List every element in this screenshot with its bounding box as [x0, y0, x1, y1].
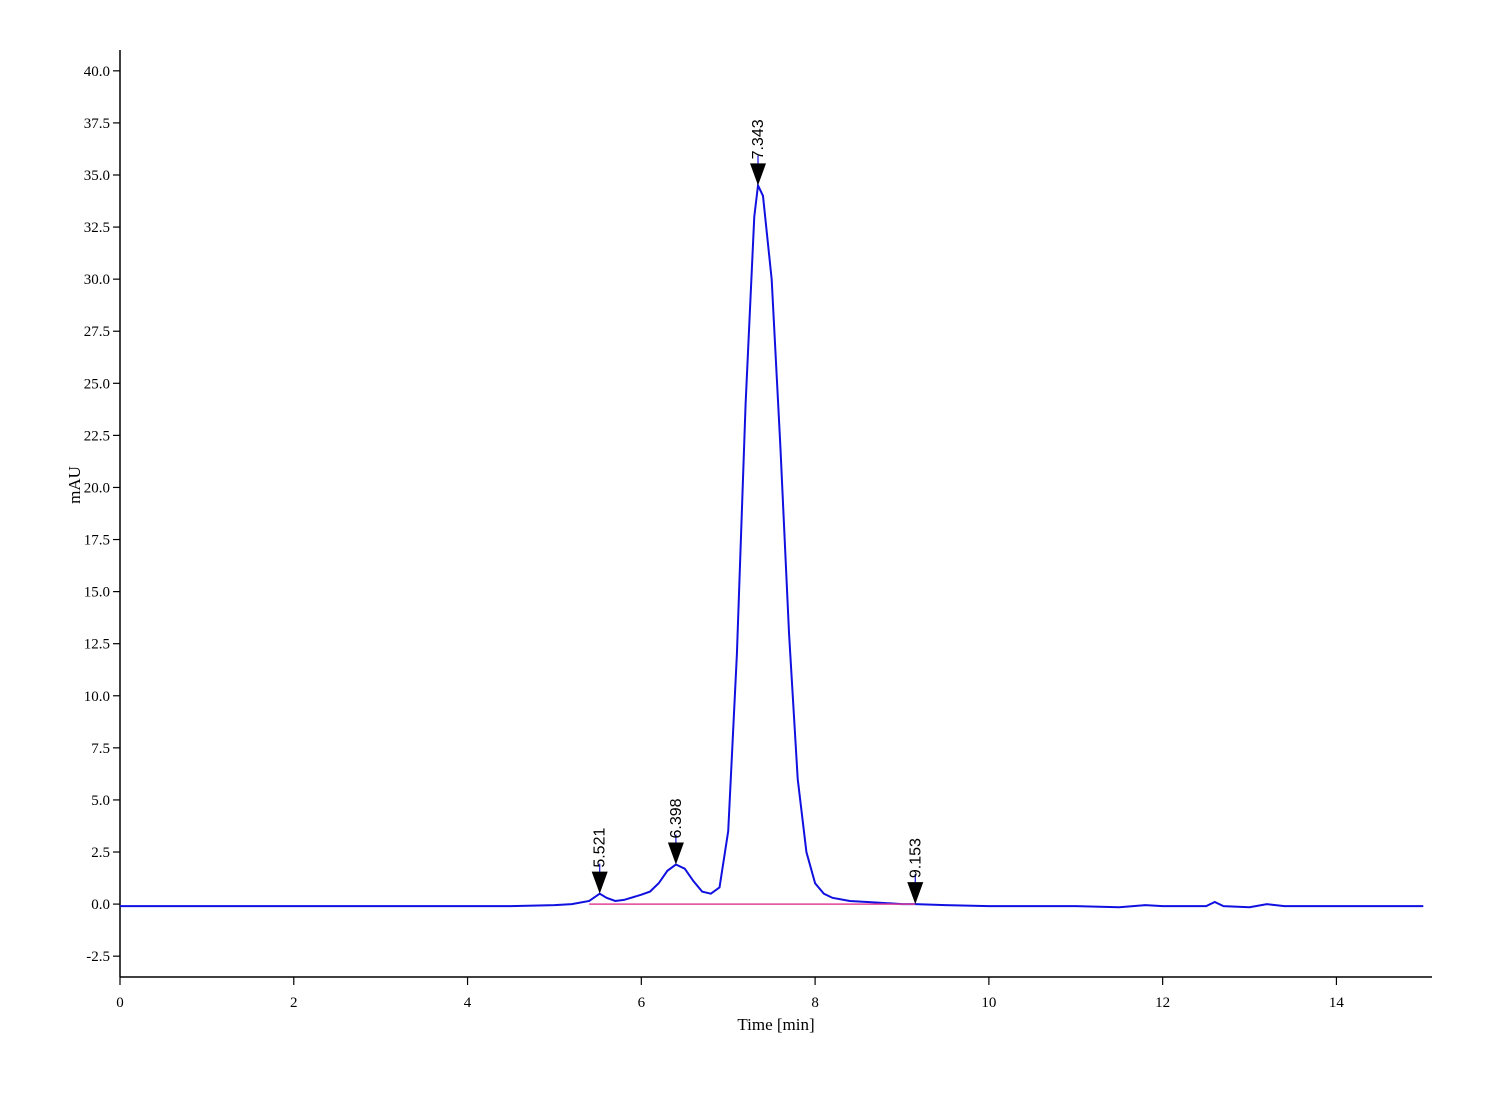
peak-marker — [591, 871, 608, 894]
y-tick-label: 30.0 — [84, 272, 110, 288]
x-tick-label: 0 — [116, 995, 124, 1011]
x-tick-label: 4 — [464, 995, 472, 1011]
peak-marker — [907, 882, 924, 905]
peak-label: 6.398 — [668, 798, 685, 838]
y-tick-label: 27.5 — [84, 324, 110, 340]
y-tick-label: 2.5 — [91, 845, 110, 861]
y-tick-label: 37.5 — [84, 116, 110, 132]
x-tick-label: 6 — [638, 995, 646, 1011]
y-tick-label: -2.5 — [86, 949, 110, 965]
y-tick-label: 5.0 — [91, 793, 110, 809]
y-tick-label: 35.0 — [84, 168, 110, 184]
x-tick-label: 12 — [1155, 995, 1170, 1011]
trace-line — [120, 181, 1424, 909]
y-tick-label: 22.5 — [84, 428, 110, 444]
x-tick-label: 8 — [811, 995, 819, 1011]
y-tick-label: 0.0 — [91, 897, 110, 913]
y-tick-label: 7.5 — [91, 741, 110, 757]
x-tick-label: 2 — [290, 995, 298, 1011]
peak-label: 7.343 — [750, 119, 767, 159]
y-tick-label: 40.0 — [84, 64, 110, 80]
y-tick-label: 10.0 — [84, 689, 110, 705]
y-tick-label: 32.5 — [84, 220, 110, 236]
x-tick-label: 14 — [1329, 995, 1345, 1011]
y-tick-label: 15.0 — [84, 585, 110, 601]
peak-label: 9.153 — [907, 838, 924, 878]
y-tick-label: 25.0 — [84, 376, 110, 392]
y-axis-label: mAU — [65, 466, 84, 504]
y-tick-label: 17.5 — [84, 533, 110, 549]
peak-label: 5.521 — [592, 828, 609, 868]
x-tick-label: 10 — [981, 995, 996, 1011]
peak-marker — [750, 163, 767, 186]
x-axis-label: Time [min] — [737, 1015, 814, 1034]
peak-marker — [667, 842, 684, 865]
y-tick-label: 12.5 — [84, 637, 110, 653]
y-tick-label: 20.0 — [84, 480, 110, 496]
